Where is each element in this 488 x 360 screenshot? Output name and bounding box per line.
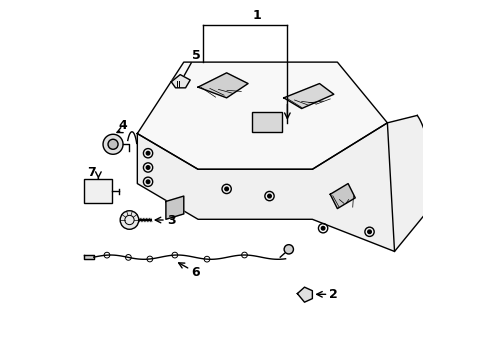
- Text: 5: 5: [191, 49, 200, 62]
- Bar: [84, 179, 112, 203]
- Text: 7: 7: [87, 166, 96, 179]
- Circle shape: [284, 245, 293, 254]
- Polygon shape: [283, 84, 333, 109]
- Polygon shape: [137, 62, 386, 169]
- Polygon shape: [329, 184, 354, 208]
- Text: 6: 6: [190, 266, 199, 279]
- FancyBboxPatch shape: [251, 112, 282, 132]
- Circle shape: [267, 194, 271, 198]
- Circle shape: [146, 166, 149, 169]
- Circle shape: [224, 187, 228, 191]
- Text: 1: 1: [252, 9, 261, 22]
- Polygon shape: [171, 75, 190, 88]
- Polygon shape: [297, 287, 312, 302]
- Circle shape: [120, 211, 139, 229]
- Circle shape: [367, 230, 370, 234]
- Circle shape: [146, 152, 149, 155]
- Polygon shape: [165, 196, 183, 219]
- Polygon shape: [386, 116, 431, 251]
- Text: 2: 2: [328, 288, 337, 301]
- Polygon shape: [137, 123, 394, 251]
- Circle shape: [146, 180, 149, 184]
- Text: 3: 3: [166, 213, 175, 226]
- Circle shape: [321, 226, 324, 230]
- Text: 4: 4: [119, 119, 127, 132]
- Polygon shape: [198, 73, 247, 98]
- Polygon shape: [84, 255, 94, 259]
- Circle shape: [103, 134, 123, 154]
- Circle shape: [108, 139, 118, 149]
